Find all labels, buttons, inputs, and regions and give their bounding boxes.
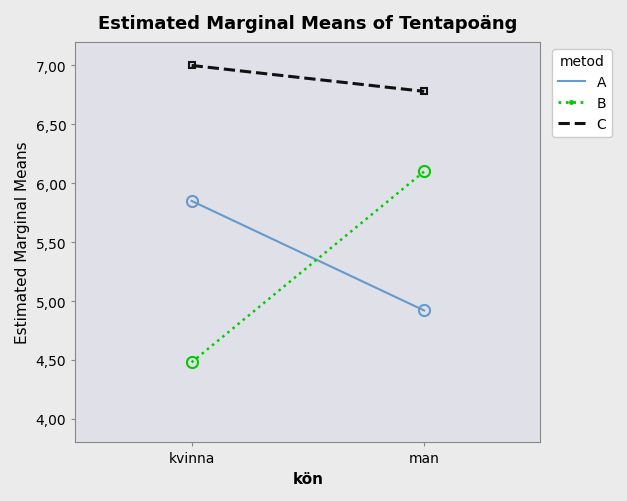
Legend: A, B, C: A, B, C <box>552 50 612 137</box>
Title: Estimated Marginal Means of Tentapoäng: Estimated Marginal Means of Tentapoäng <box>98 15 517 33</box>
X-axis label: kön: kön <box>292 471 324 486</box>
Y-axis label: Estimated Marginal Means: Estimated Marginal Means <box>15 142 30 344</box>
